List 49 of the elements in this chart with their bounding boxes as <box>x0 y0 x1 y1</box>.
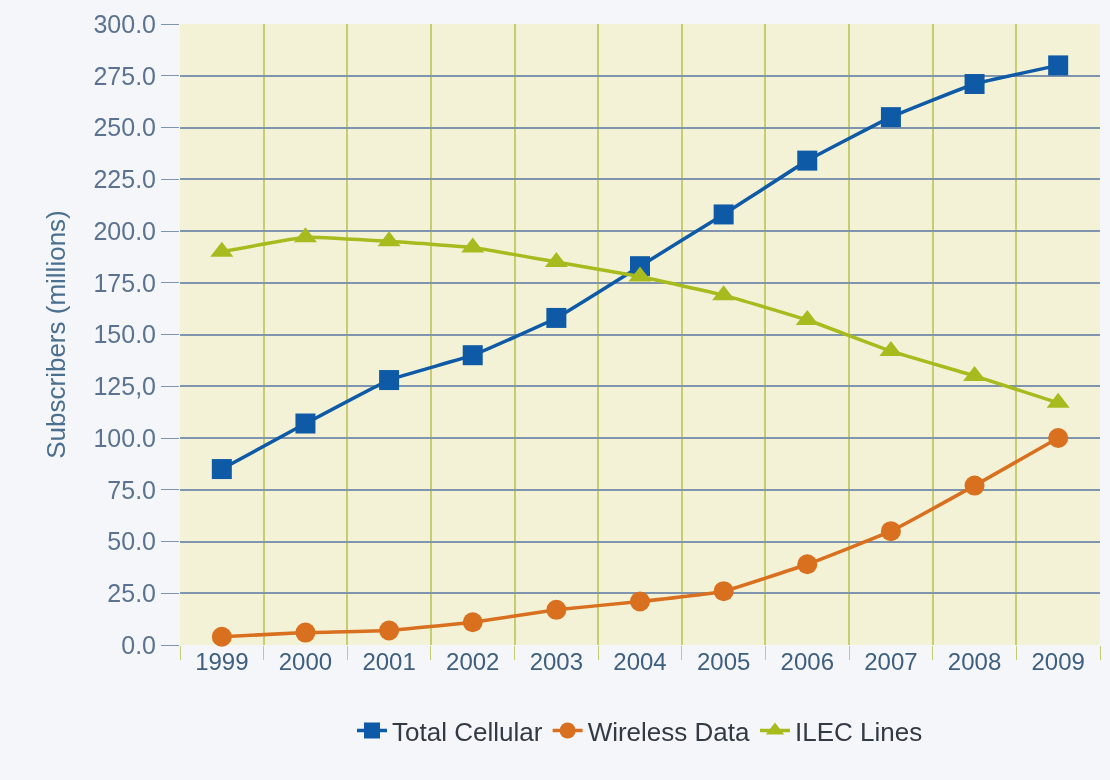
x-tick-label: 2001 <box>362 648 416 675</box>
point <box>462 612 483 633</box>
legend-label: Wireless Data <box>587 716 750 747</box>
point <box>880 107 901 128</box>
y-tick-label: 75.0 <box>107 475 156 504</box>
x-tick-label: 2007 <box>864 648 918 675</box>
point <box>379 620 400 641</box>
point <box>964 475 985 496</box>
point <box>630 591 650 612</box>
y-tick-label: 300.0 <box>93 9 156 38</box>
x-tick-label: 2005 <box>696 648 751 675</box>
point <box>295 622 316 643</box>
y-tick-label: 200.0 <box>93 216 156 245</box>
point <box>713 204 734 225</box>
point <box>964 74 985 95</box>
y-tick-label: 250.0 <box>93 113 156 142</box>
x-tick-label: 2006 <box>780 648 834 675</box>
point <box>295 413 316 434</box>
y-tick-label: 125,0 <box>93 372 156 400</box>
point <box>713 581 734 602</box>
y-tick-label: 100.0 <box>93 423 156 452</box>
point <box>546 307 567 328</box>
y-tick-label: 225.0 <box>93 165 156 193</box>
y-tick-label: 175.0 <box>93 268 156 297</box>
y-tick-label: 275.0 <box>93 61 156 90</box>
x-tick-label: 2009 <box>1031 648 1085 675</box>
x-tick-label: 2003 <box>529 648 584 675</box>
point <box>546 599 567 620</box>
x-tick-label: 2002 <box>446 648 500 675</box>
point <box>462 345 483 366</box>
y-axis-title: Subscribers (millions) <box>40 210 71 459</box>
point <box>211 626 232 647</box>
point <box>1048 55 1069 76</box>
point <box>211 459 232 480</box>
point <box>880 521 901 542</box>
x-tick-label: 2004 <box>613 648 667 675</box>
y-tick-label: 0.0 <box>121 630 156 659</box>
legend-label: Total Cellular <box>392 716 543 747</box>
x-tick-label: 2000 <box>278 648 333 675</box>
point <box>1048 428 1069 448</box>
point <box>797 150 818 171</box>
y-tick-label: 25.0 <box>107 579 156 607</box>
legend-label: ILEC Lines <box>794 716 923 747</box>
y-tick-label: 150.0 <box>93 320 156 349</box>
y-tick-label: 50.0 <box>107 527 156 556</box>
point <box>797 554 818 575</box>
x-tick-label: 2008 <box>947 648 1002 675</box>
x-tick-label: 1999 <box>195 648 249 675</box>
point <box>379 370 400 391</box>
